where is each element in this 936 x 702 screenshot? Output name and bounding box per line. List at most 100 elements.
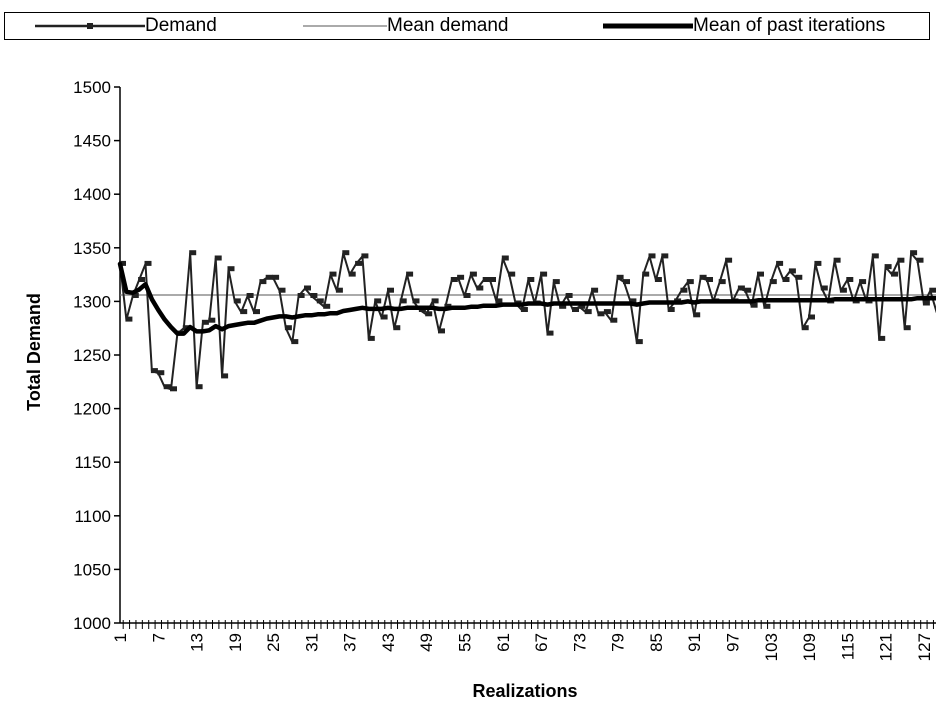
demand-point-36 [342,250,350,256]
y-tick-label-1500: 1500 [73,78,111,97]
x-tick-label-103: 103 [762,633,781,661]
demand-point-120 [878,335,886,341]
x-tick-label-7: 7 [149,633,168,642]
demand-point-80 [623,279,630,285]
demand-point-76 [597,311,605,317]
demand-point-75 [591,287,599,293]
demand-point-6 [150,368,158,374]
demand-point-108 [801,325,809,331]
demand-point-103 [769,279,777,285]
legend-label-mean-past: Mean of past iterations [693,15,886,36]
demand-point-65 [527,277,535,282]
demand-point-106 [788,268,796,274]
demand-point-47 [412,298,420,304]
demand-point-61 [501,255,509,261]
legend-swatch-demand [35,23,145,29]
demand-point-73 [578,303,586,309]
demand-point-69 [552,279,560,285]
demand-point-53 [450,277,458,282]
demand-point-123 [897,257,905,263]
x-tick-label-13: 13 [188,633,207,652]
demand-point-51 [438,328,445,334]
legend: Demand Mean demand Mean of past iteratio… [4,12,930,40]
demand-point-82 [635,339,643,345]
demand-point-84 [648,253,656,259]
demand-point-71 [565,293,573,298]
demand-point-14 [201,319,209,325]
demand-point-28 [291,339,299,345]
x-tick-label-19: 19 [226,633,245,652]
x-tick-label-1: 1 [111,633,130,642]
demand-point-2 [125,316,133,322]
demand-point-99 [744,287,752,293]
x-axis-title: Realizations [472,681,577,701]
demand-point-1 [119,260,126,266]
demand-point-87 [667,307,675,312]
demand-point-77 [603,309,611,315]
demand-point-13 [195,384,203,390]
x-tick-label-85: 85 [647,633,666,652]
demand-point-54 [457,274,465,280]
demand-point-86 [661,253,669,259]
demand-point-23 [259,279,267,285]
demand-point-40 [367,335,375,341]
x-tick-label-31: 31 [302,633,321,652]
demand-point-79 [616,274,624,280]
demand-point-17 [221,373,229,379]
demand-point-7 [157,370,165,376]
demand-point-20 [240,309,248,315]
demand-point-18 [227,266,235,272]
demand-point-74 [584,309,592,315]
demand-point-78 [610,317,618,323]
demand-point-55 [463,293,471,298]
demand-point-64 [520,307,528,312]
demand-point-27 [284,325,292,331]
demand-point-113 [833,257,841,263]
demand-point-70 [559,303,567,309]
y-tick-label-1100: 1100 [74,507,111,526]
demand-point-38 [355,260,363,266]
demand-point-124 [903,325,911,331]
demand-point-100 [750,302,758,308]
demand-point-50 [431,298,439,304]
demand-point-127 [922,300,930,306]
series-mean-past-line [117,261,936,336]
series-layer [117,250,936,392]
legend-label-mean-demand: Mean demand [387,15,509,36]
demand-point-105 [782,277,790,282]
demand-point-56 [469,271,477,277]
y-tick-label-1000: 1000 [73,614,111,633]
demand-point-22 [253,309,260,315]
demand-point-104 [776,260,784,266]
demand-point-3 [131,293,139,298]
demand-point-93 [706,277,713,282]
demand-point-16 [214,255,222,261]
demand-point-15 [208,317,216,323]
demand-point-67 [540,271,548,277]
x-tick-label-55: 55 [456,633,475,652]
demand-point-83 [642,271,650,277]
demand-point-81 [629,298,637,304]
demand-point-117 [859,279,867,285]
demand-point-44 [393,325,401,331]
demand-point-72 [572,307,579,312]
demand-point-98 [737,285,745,291]
demand-point-9 [170,386,177,392]
demand-point-126 [916,257,924,263]
demand-point-57 [476,285,484,291]
demand-point-92 [699,274,707,280]
demand-point-41 [374,298,382,304]
demand-point-49 [425,311,433,317]
demand-point-95 [718,279,726,285]
x-tick-label-67: 67 [532,633,551,652]
x-tick-label-73: 73 [570,633,589,652]
demand-point-5 [144,260,152,266]
demand-point-43 [387,287,394,293]
x-tick-label-109: 109 [800,633,819,661]
x-tick-label-37: 37 [341,633,360,652]
demand-point-30 [304,285,311,291]
demand-point-24 [265,274,273,280]
y-tick-label-1200: 1200 [73,400,111,419]
x-tick-label-49: 49 [417,633,436,652]
legend-label-demand: Demand [145,15,217,36]
